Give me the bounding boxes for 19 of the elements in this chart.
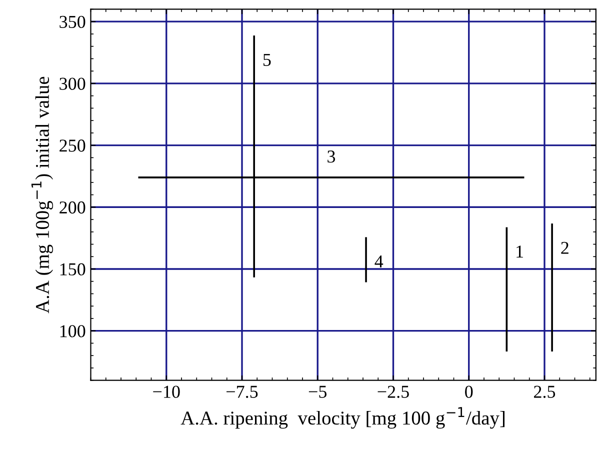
- series-label: 1: [516, 246, 523, 258]
- series-label: 4: [374, 256, 384, 268]
- x-tick-label: −5: [308, 386, 327, 398]
- x-tick-label: 0: [465, 386, 473, 398]
- y-axis-title: A.A (mg 100g$^{−1}$) initial value: [31, 76, 54, 314]
- x-tick-label: −7.5: [226, 386, 258, 398]
- y-tick-label: 350: [60, 16, 86, 28]
- y-tick-label: 250: [60, 140, 86, 152]
- x-tick-label: −2.5: [378, 386, 409, 398]
- legend-label: 2: [561, 242, 568, 254]
- y-tick-label: 100: [60, 325, 86, 338]
- series-label: 5: [263, 54, 271, 66]
- series-label: 3: [328, 150, 336, 163]
- y-tick-label: 200: [60, 201, 86, 214]
- y-tick-label: 300: [60, 78, 86, 90]
- x-tick-label: 2.5: [534, 386, 556, 398]
- x-tick-label: −10: [153, 386, 180, 398]
- x-axis-title: A.A. ripening velocity [mg 100 g$^{−1}$/day]: [180, 407, 504, 429]
- y-tick-label: 150: [60, 263, 86, 276]
